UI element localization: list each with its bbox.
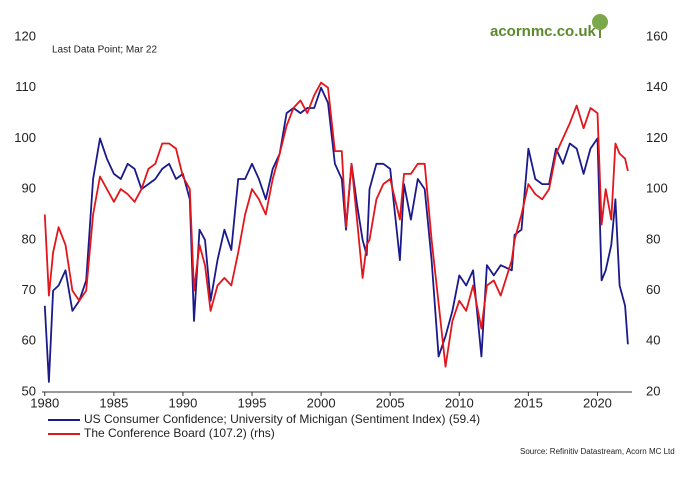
y-tick-label: 60: [22, 333, 36, 348]
y-tick-label: 120: [14, 28, 36, 43]
y2-tick-label: 40: [646, 333, 660, 348]
y-tick-label: 100: [14, 130, 36, 145]
y-tick-label: 80: [22, 231, 36, 246]
y2-tick-label: 100: [646, 181, 668, 196]
legend-label: US Consumer Confidence; University of Mi…: [84, 412, 480, 426]
x-tick-label: 2000: [307, 395, 336, 410]
legend-label: The Conference Board (107.2) (rhs): [84, 426, 275, 440]
x-tick-label: 1985: [99, 395, 128, 410]
y-tick-label: 70: [22, 282, 36, 297]
subtitle: Last Data Point; Mar 22: [52, 45, 157, 56]
brand: acornmc.co.uk: [490, 23, 597, 40]
y-tick-label: 90: [22, 181, 36, 196]
x-tick-label: 2005: [376, 395, 405, 410]
x-tick-label: 2010: [445, 395, 474, 410]
y2-tick-label: 160: [646, 28, 668, 43]
x-tick-label: 2020: [583, 395, 612, 410]
y2-tick-label: 20: [646, 383, 660, 398]
series-line: [43, 81, 629, 368]
x-tick-label: 1990: [168, 395, 197, 410]
x-tick-label: 2015: [514, 395, 543, 410]
y-tick-label: 110: [15, 79, 36, 94]
source: Source: Refinitiv Datastream, Acorn MC L…: [520, 447, 675, 456]
y2-tick-label: 140: [646, 79, 668, 94]
x-tick-label: 1980: [30, 395, 59, 410]
y2-tick-label: 60: [646, 282, 660, 297]
x-tick-label: 1995: [238, 395, 267, 410]
logo-tree: [592, 14, 608, 38]
y-tick-label: 50: [22, 383, 36, 398]
series-line: [43, 86, 629, 383]
y2-tick-label: 120: [646, 130, 668, 145]
y2-tick-label: 80: [646, 231, 660, 246]
